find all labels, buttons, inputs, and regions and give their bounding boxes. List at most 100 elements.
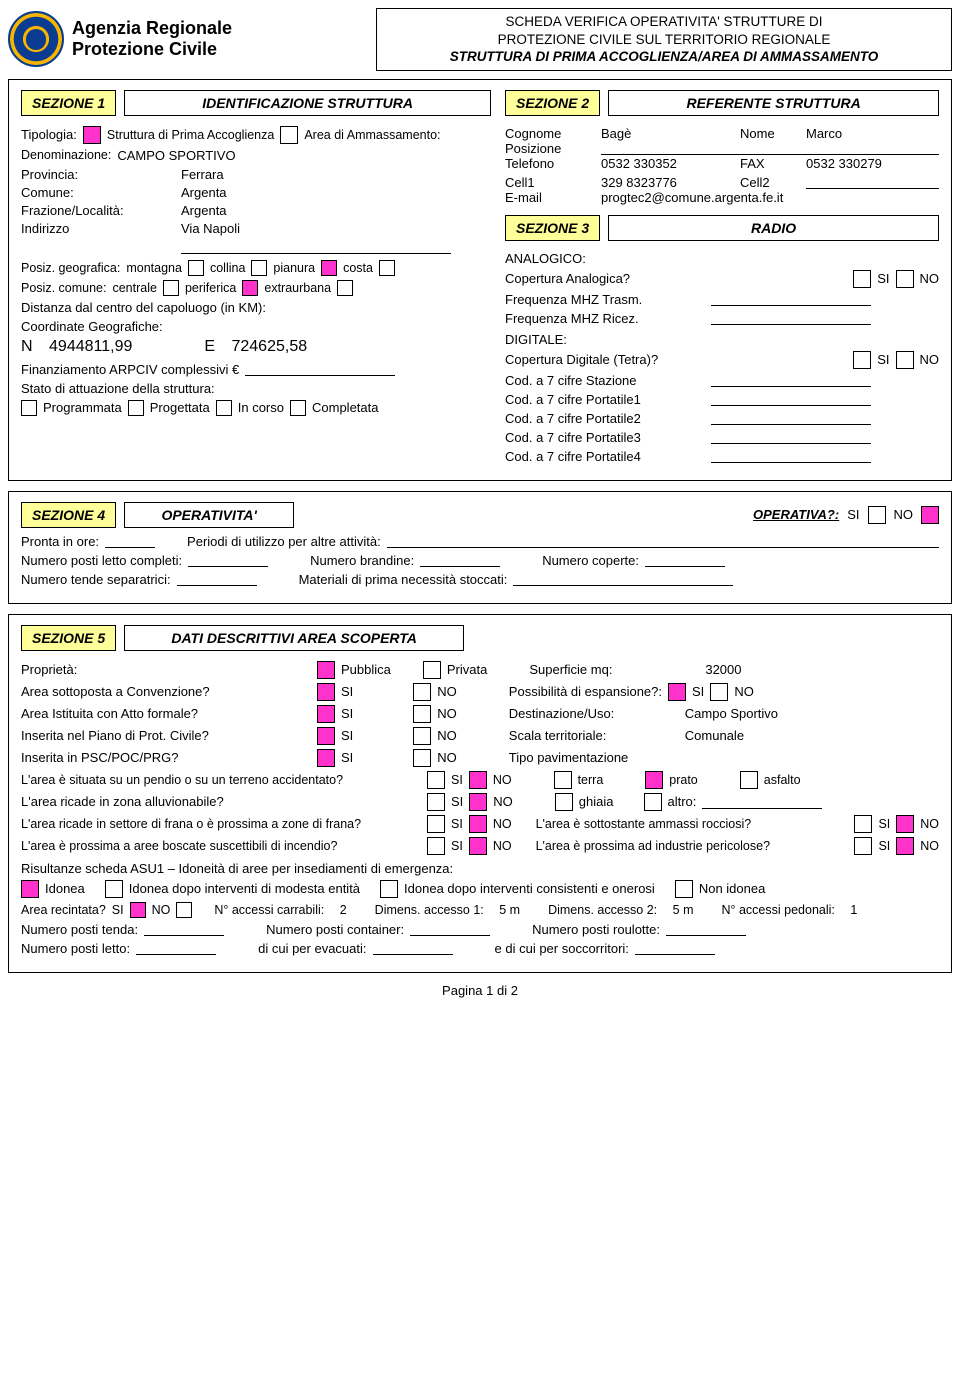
dest-lbl: Destinazione/Uso: bbox=[509, 706, 679, 721]
cbx-prima-accoglienza[interactable] bbox=[83, 126, 101, 144]
cbx-pendio-si[interactable] bbox=[427, 771, 445, 789]
cbx-conv-si[interactable] bbox=[317, 683, 335, 701]
cbx-esp-si[interactable] bbox=[668, 683, 686, 701]
atto-no: NO bbox=[437, 706, 457, 721]
cbx-atto-no[interactable] bbox=[413, 705, 431, 723]
altro-blank bbox=[702, 794, 822, 808]
cbx-frana-no[interactable] bbox=[469, 815, 487, 833]
poscom-lbl: Posiz. comune: bbox=[21, 281, 106, 295]
cbx-psc-no[interactable] bbox=[413, 749, 431, 767]
cbx-ind-no[interactable] bbox=[896, 837, 914, 855]
cbx-alluv-si[interactable] bbox=[427, 793, 445, 811]
cbx-idonea-cons[interactable] bbox=[380, 880, 398, 898]
cbx-collina[interactable] bbox=[251, 260, 267, 276]
cbx-periferica[interactable] bbox=[242, 280, 258, 296]
document-title-box: SCHEDA VERIFICA OPERATIVITA' STRUTTURE D… bbox=[376, 8, 952, 71]
cbx-progettata[interactable] bbox=[128, 400, 144, 416]
cbx-inc-no[interactable] bbox=[469, 837, 487, 855]
opt-centrale: centrale bbox=[112, 281, 156, 295]
cbx-asfalto[interactable] bbox=[740, 771, 758, 789]
c3-blank bbox=[711, 411, 871, 425]
recint-no: NO bbox=[152, 903, 171, 917]
cbx-non-idonea[interactable] bbox=[675, 880, 693, 898]
recint-si: SI bbox=[112, 903, 124, 917]
cbx-ammassamento[interactable] bbox=[280, 126, 298, 144]
cbx-analog-no[interactable] bbox=[896, 270, 914, 288]
tenda-blank bbox=[144, 922, 224, 936]
coord-e: 724625,58 bbox=[231, 338, 307, 356]
carr-lbl: N° accessi carrabili: bbox=[214, 903, 324, 917]
cbx-piano-si[interactable] bbox=[317, 727, 335, 745]
inc-no: NO bbox=[493, 839, 512, 853]
cbx-pubblica[interactable] bbox=[317, 661, 335, 679]
title-l3: STRUTTURA DI PRIMA ACCOGLIENZA/AREA DI A… bbox=[385, 48, 943, 66]
cbx-psc-si[interactable] bbox=[317, 749, 335, 767]
fraz-val: Argenta bbox=[181, 203, 491, 218]
cbx-dig-si[interactable] bbox=[853, 351, 871, 369]
cbx-prato[interactable] bbox=[645, 771, 663, 789]
cbx-terra[interactable] bbox=[554, 771, 572, 789]
ped-val: 1 bbox=[850, 903, 857, 917]
cbx-pendio-no[interactable] bbox=[469, 771, 487, 789]
opt-prato: prato bbox=[669, 773, 698, 787]
cell2-blank bbox=[806, 175, 939, 189]
evac-lbl: di cui per evacuati: bbox=[258, 941, 366, 956]
cbx-altro[interactable] bbox=[644, 793, 662, 811]
cbx-idonea-mod[interactable] bbox=[105, 880, 123, 898]
cbx-op-si[interactable] bbox=[868, 506, 886, 524]
c2-blank bbox=[711, 392, 871, 406]
opt-prima-accoglienza: Struttura di Prima Accoglienza bbox=[107, 128, 274, 142]
cbx-ind-si[interactable] bbox=[854, 837, 872, 855]
fax-lbl: FAX bbox=[740, 156, 800, 171]
cbx-montagna[interactable] bbox=[188, 260, 204, 276]
cbx-costa[interactable] bbox=[379, 260, 395, 276]
cbx-incorso[interactable] bbox=[216, 400, 232, 416]
tipologia-lbl: Tipologia: bbox=[21, 127, 77, 142]
tel-val: 0532 330352 bbox=[601, 156, 734, 171]
denom-val: CAMPO SPORTIVO bbox=[117, 148, 235, 163]
pronta-blank bbox=[105, 534, 155, 548]
tenda-lbl: Numero posti tenda: bbox=[21, 922, 138, 937]
comune-lbl: Comune: bbox=[21, 185, 181, 200]
cbx-atto-si[interactable] bbox=[317, 705, 335, 723]
email-val: progtec2@comune.argenta.fe.it bbox=[601, 190, 939, 205]
opt-non-idonea: Non idonea bbox=[699, 881, 766, 896]
cbx-recint-si[interactable] bbox=[130, 902, 146, 918]
cbx-completata[interactable] bbox=[290, 400, 306, 416]
cbx-pianura[interactable] bbox=[321, 260, 337, 276]
sec2-tag: SEZIONE 2 bbox=[505, 90, 600, 116]
sec5-tag: SEZIONE 5 bbox=[21, 625, 116, 651]
cbx-programmata[interactable] bbox=[21, 400, 37, 416]
dest-val: Campo Sportivo bbox=[685, 706, 778, 721]
fin-blank bbox=[245, 362, 395, 376]
dig-lbl: DIGITALE: bbox=[505, 332, 939, 347]
cbx-analog-si[interactable] bbox=[853, 270, 871, 288]
c4-blank bbox=[711, 430, 871, 444]
cbx-idonea[interactable] bbox=[21, 880, 39, 898]
scala-val: Comunale bbox=[685, 728, 744, 743]
q-frana: L'area ricade in settore di frana o è pr… bbox=[21, 817, 421, 831]
cbx-conv-no[interactable] bbox=[413, 683, 431, 701]
socc-lbl: e di cui per soccorritori: bbox=[495, 941, 629, 956]
cbx-esp-no[interactable] bbox=[710, 683, 728, 701]
cbx-rocc-no[interactable] bbox=[896, 815, 914, 833]
cbx-dig-no[interactable] bbox=[896, 351, 914, 369]
cbx-recint-no[interactable] bbox=[176, 902, 192, 918]
no2: NO bbox=[920, 352, 940, 367]
cbx-ghiaia[interactable] bbox=[555, 793, 573, 811]
opt-ammassamento: Area di Ammassamento: bbox=[304, 128, 440, 142]
cbx-privata[interactable] bbox=[423, 661, 441, 679]
cbx-frana-si[interactable] bbox=[427, 815, 445, 833]
alluv-si: SI bbox=[451, 794, 463, 809]
c1: Cod. a 7 cifre Stazione bbox=[505, 373, 705, 388]
psc-si: SI bbox=[341, 750, 353, 765]
cbx-op-no[interactable] bbox=[921, 506, 939, 524]
cop-analog: Copertura Analogica? bbox=[505, 271, 847, 286]
fax-val: 0532 330279 bbox=[806, 156, 939, 171]
cbx-piano-no[interactable] bbox=[413, 727, 431, 745]
cbx-inc-si[interactable] bbox=[427, 837, 445, 855]
cbx-rocc-si[interactable] bbox=[854, 815, 872, 833]
cbx-centrale[interactable] bbox=[163, 280, 179, 296]
cbx-alluv-no[interactable] bbox=[469, 793, 487, 811]
cbx-extraurbana[interactable] bbox=[337, 280, 353, 296]
